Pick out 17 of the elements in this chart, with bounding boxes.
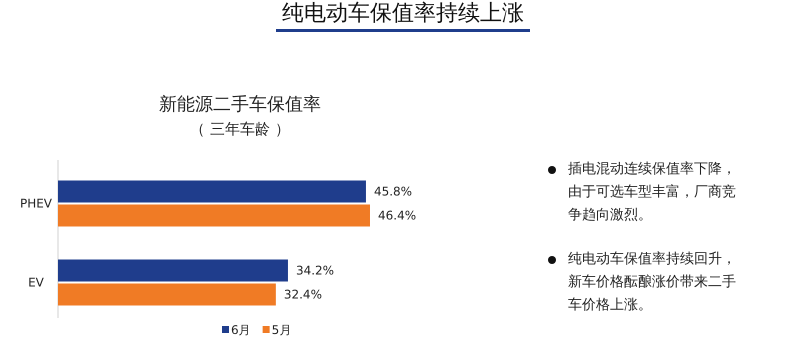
legend-label: 6月	[231, 323, 251, 337]
text: 纯电动车保值率持续回升，新车价格酝酿涨价带来二手车价格上涨。	[568, 250, 737, 315]
bar	[58, 180, 366, 202]
text: （ 三年车龄 ）	[190, 120, 290, 138]
y-tick-label: EV	[28, 276, 45, 290]
text: 插电混动连续保值率下降，由于可选车型丰富，厂商竞争趋向激烈。	[568, 160, 737, 225]
y-tick-label: PHEV	[20, 196, 53, 210]
data-label: 32.4%	[284, 288, 322, 302]
data-label: 46.4%	[378, 208, 416, 222]
chart-title: 纯电动车保值率持续上涨	[282, 1, 524, 26]
data-label: 34.2%	[296, 264, 334, 278]
data-label: 45.8%	[374, 184, 412, 198]
bar	[58, 204, 370, 226]
bar	[58, 284, 276, 306]
chart-subtitle: 新能源二手车保值率	[159, 94, 321, 115]
legend-label: 5月	[272, 323, 292, 337]
bar	[58, 260, 288, 282]
